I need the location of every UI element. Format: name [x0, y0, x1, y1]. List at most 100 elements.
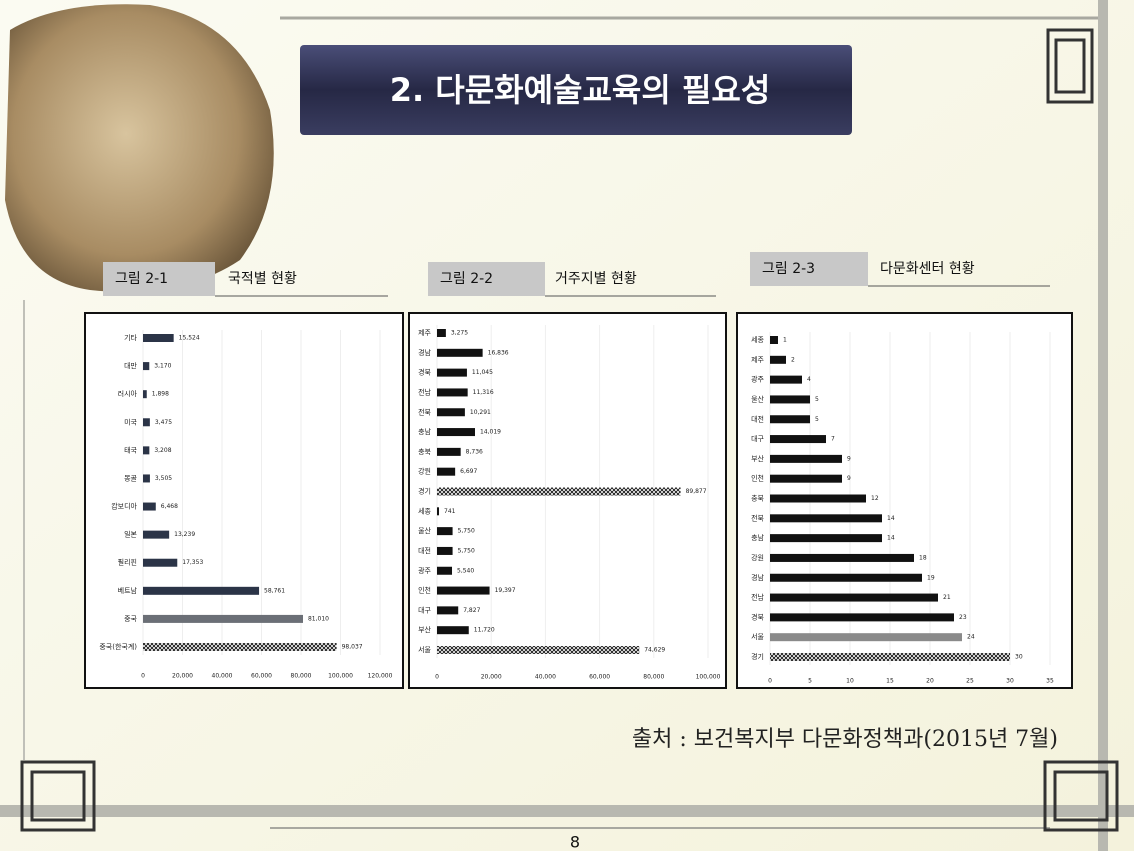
- value-label: 11,720: [474, 627, 495, 634]
- category-label: 중국(한국계): [99, 642, 137, 651]
- bar: [770, 534, 882, 542]
- bar: [437, 468, 455, 476]
- category-label: 러시아: [118, 389, 138, 398]
- value-label: 741: [444, 508, 456, 515]
- value-label: 19: [927, 574, 935, 581]
- category-label: 강원: [751, 553, 764, 562]
- category-label: 경남: [418, 348, 431, 357]
- chart-title: 다문화센터 현황: [880, 261, 975, 277]
- category-label: 울산: [418, 526, 431, 535]
- category-label: 대전: [418, 546, 431, 555]
- value-label: 9: [847, 475, 851, 482]
- chart-title: 국적별 현황: [228, 271, 297, 287]
- x-tick-label: 20,000: [481, 674, 502, 681]
- bar: [770, 376, 802, 384]
- category-label: 충북: [418, 447, 431, 456]
- value-label: 15,524: [179, 335, 200, 342]
- value-label: 17,353: [182, 559, 203, 566]
- value-label: 2: [791, 356, 795, 363]
- bar: [437, 527, 453, 535]
- category-label: 제주: [418, 329, 431, 337]
- category-label: 대구: [751, 435, 764, 443]
- category-label: 광주: [751, 376, 764, 384]
- x-tick-label: 100,000: [696, 674, 721, 681]
- category-label: 대전: [751, 414, 764, 423]
- x-tick-label: 20: [926, 678, 934, 685]
- value-label: 6,468: [161, 503, 178, 510]
- value-label: 18: [919, 554, 927, 561]
- value-label: 5,750: [458, 528, 475, 535]
- bar: [437, 349, 483, 357]
- bar: [437, 587, 490, 595]
- value-label: 16,836: [488, 349, 509, 356]
- x-tick-label: 15: [886, 678, 894, 685]
- category-label: 대만: [124, 361, 137, 370]
- value-label: 81,010: [308, 615, 329, 622]
- slide-title: 2. 다문화예술교육의 필요성: [390, 71, 771, 109]
- value-label: 3,475: [155, 419, 172, 426]
- category-label: 울산: [751, 394, 764, 403]
- value-label: 58,761: [264, 587, 285, 594]
- category-label: 제주: [751, 356, 764, 364]
- value-label: 3,275: [451, 330, 468, 337]
- bar: [437, 507, 439, 515]
- figure-label: 그림 2-1: [115, 271, 168, 287]
- value-label: 6,697: [460, 468, 477, 475]
- bar: [770, 514, 882, 522]
- x-tick-label: 60,000: [589, 674, 610, 681]
- bar: [770, 336, 778, 344]
- value-label: 11,045: [472, 369, 493, 376]
- bar: [437, 428, 475, 436]
- bar: [143, 559, 177, 567]
- bar: [770, 435, 826, 443]
- category-label: 경기: [751, 652, 764, 661]
- bar: [143, 418, 150, 426]
- slide: 2. 다문화예술교육의 필요성 출처 : 보건복지부 다문화정책과(2015년 …: [0, 0, 1134, 851]
- value-label: 7,827: [463, 607, 480, 614]
- bar: [770, 613, 954, 621]
- bar: [770, 475, 842, 483]
- category-label: 강원: [418, 467, 431, 476]
- mask-image: [5, 4, 274, 292]
- x-tick-label: 25: [966, 678, 974, 685]
- bar: [143, 362, 149, 370]
- bar: [437, 329, 446, 337]
- category-label: 베트남: [118, 586, 138, 595]
- x-tick-label: 5: [808, 678, 812, 685]
- bar: [143, 587, 259, 595]
- bar: [437, 626, 469, 634]
- bar: [143, 390, 147, 398]
- category-label: 충남: [751, 533, 764, 542]
- value-label: 21: [943, 594, 951, 601]
- x-tick-label: 30: [1006, 678, 1014, 685]
- value-label: 89,877: [686, 488, 707, 495]
- x-tick-label: 20,000: [172, 673, 193, 680]
- value-label: 4: [807, 376, 811, 383]
- value-label: 14: [887, 535, 895, 542]
- category-label: 일본: [124, 530, 137, 539]
- value-label: 30: [1015, 654, 1023, 661]
- category-label: 전남: [751, 593, 764, 602]
- bar: [770, 633, 962, 641]
- category-label: 서울: [418, 645, 431, 654]
- category-label: 경기: [418, 487, 431, 496]
- value-label: 11,316: [473, 389, 494, 396]
- bar: [770, 356, 786, 364]
- bar: [143, 334, 174, 342]
- category-label: 전북: [418, 407, 431, 416]
- figure-label: 그림 2-2: [440, 271, 493, 287]
- value-label: 98,037: [342, 644, 363, 651]
- bar: [770, 554, 914, 562]
- value-label: 1: [783, 337, 787, 344]
- category-label: 태국: [124, 446, 137, 454]
- category-label: 캄보디아: [111, 502, 137, 511]
- category-label: 부산: [418, 625, 431, 634]
- x-tick-label: 0: [435, 674, 439, 681]
- value-label: 12: [871, 495, 879, 502]
- category-label: 전남: [418, 387, 431, 396]
- frame: [1098, 0, 1108, 851]
- value-label: 9: [847, 455, 851, 462]
- category-label: 충남: [418, 427, 431, 436]
- x-tick-label: 0: [768, 678, 772, 685]
- value-label: 74,629: [644, 647, 665, 654]
